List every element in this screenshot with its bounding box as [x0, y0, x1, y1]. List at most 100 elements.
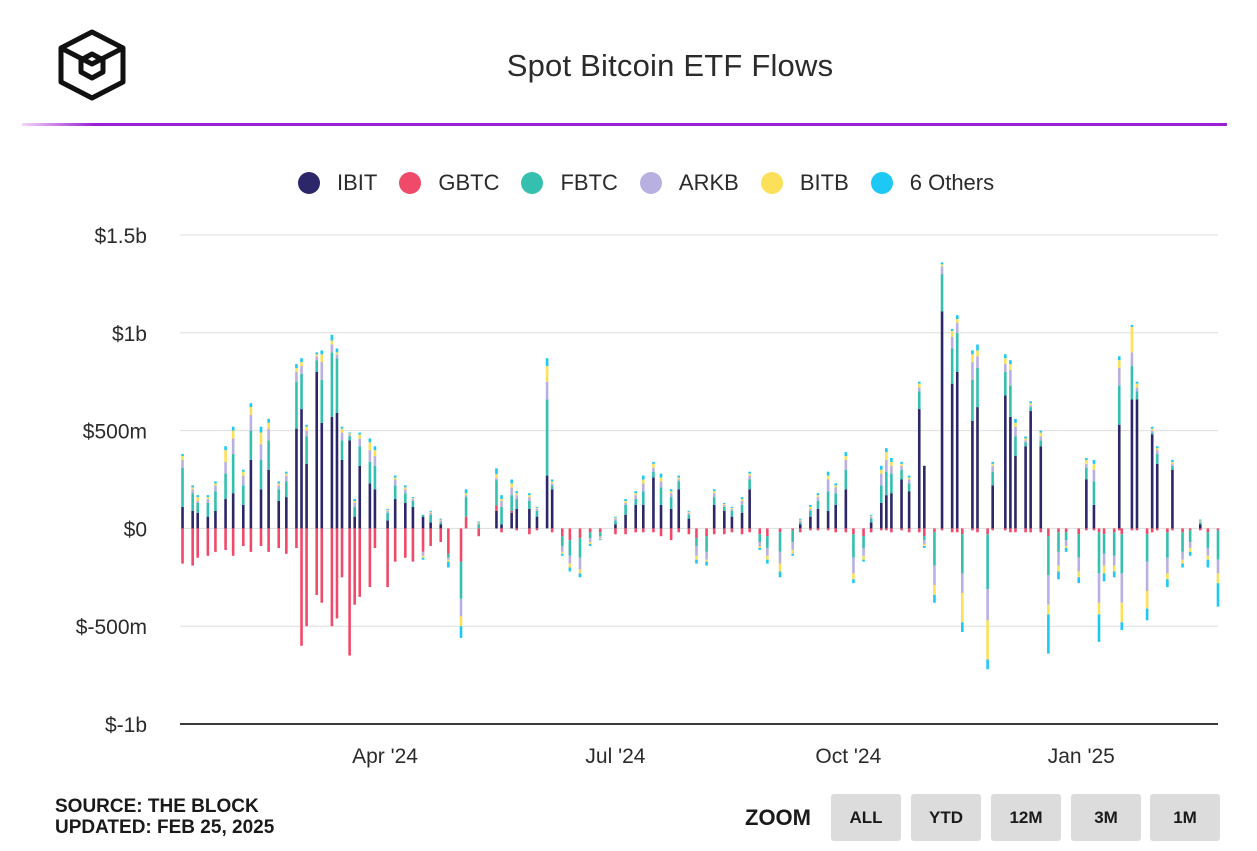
- bar-segment-others[interactable]: [695, 559, 698, 564]
- bar-segment-fbtc[interactable]: [535, 510, 539, 517]
- bar-segment-gbtc[interactable]: [960, 528, 964, 535]
- bar-segment-gbtc[interactable]: [464, 516, 468, 529]
- bar-segment-fbtc[interactable]: [404, 493, 407, 503]
- bar-segment-arkb[interactable]: [368, 450, 372, 462]
- bar-segment-ibit[interactable]: [879, 502, 883, 529]
- bar-segment-others[interactable]: [295, 364, 298, 369]
- bar-segment-ibit[interactable]: [900, 479, 903, 529]
- bar-segment-ibit[interactable]: [249, 459, 253, 529]
- bar-segment-others[interactable]: [1102, 573, 1106, 582]
- bar-segment-fbtc[interactable]: [1077, 534, 1081, 558]
- bar-segment-fbtc[interactable]: [459, 561, 463, 599]
- bar-segment-bitb[interactable]: [1097, 602, 1101, 615]
- bar-segment-arkb[interactable]: [852, 557, 855, 574]
- bar-segment-others[interactable]: [705, 561, 708, 566]
- bar-segment-ibit[interactable]: [907, 491, 911, 529]
- bar-segment-fbtc[interactable]: [816, 501, 820, 509]
- bar-segment-gbtc[interactable]: [634, 528, 638, 533]
- bar-segment-bitb[interactable]: [285, 473, 288, 476]
- bar-segment-others[interactable]: [1047, 614, 1050, 654]
- bar-segment-ibit[interactable]: [191, 510, 194, 529]
- bar-segment-gbtc[interactable]: [1024, 528, 1027, 533]
- bar-segment-others[interactable]: [862, 559, 865, 562]
- bar-segment-arkb[interactable]: [224, 461, 227, 474]
- bar-segment-others[interactable]: [464, 489, 468, 494]
- legend-item-arkb[interactable]: ARKB: [639, 170, 739, 196]
- bar-segment-bitb[interactable]: [335, 352, 339, 355]
- bar-segment-arkb[interactable]: [528, 497, 531, 502]
- bar-segment-ibit[interactable]: [241, 504, 245, 529]
- bar-segment-fbtc[interactable]: [477, 524, 481, 529]
- bar-segment-arkb[interactable]: [353, 502, 356, 507]
- bar-segment-gbtc[interactable]: [677, 528, 681, 533]
- bar-segment-ibit[interactable]: [659, 504, 663, 529]
- bar-segment-bitb[interactable]: [1130, 326, 1134, 353]
- bar-segment-gbtc[interactable]: [1135, 528, 1139, 531]
- bar-segment-gbtc[interactable]: [181, 528, 184, 564]
- bar-segment-arkb[interactable]: [249, 414, 253, 431]
- bar-segment-bitb[interactable]: [659, 477, 663, 482]
- bar-segment-bitb[interactable]: [1181, 559, 1184, 564]
- bar-segment-others[interactable]: [267, 418, 270, 423]
- bar-segment-fbtc[interactable]: [844, 469, 848, 490]
- bar-segment-others[interactable]: [411, 497, 415, 499]
- bar-segment-arkb[interactable]: [826, 479, 830, 492]
- bar-segment-fbtc[interactable]: [588, 532, 592, 539]
- bar-segment-fbtc[interactable]: [614, 520, 617, 525]
- bar-segment-bitb[interactable]: [421, 555, 425, 558]
- bar-segment-gbtc[interactable]: [515, 528, 519, 531]
- bar-segment-bitb[interactable]: [1155, 448, 1159, 451]
- bar-segment-bitb[interactable]: [642, 479, 645, 484]
- bar-segment-arkb[interactable]: [477, 523, 481, 525]
- bar-segment-others[interactable]: [1206, 559, 1210, 568]
- bar-segment-arkb[interactable]: [1155, 450, 1159, 455]
- bar-segment-gbtc[interactable]: [335, 528, 339, 619]
- bar-segment-fbtc[interactable]: [315, 360, 319, 372]
- bar-segment-gbtc[interactable]: [1166, 528, 1169, 533]
- bar-segment-others[interactable]: [1135, 381, 1139, 384]
- bar-segment-others[interactable]: [535, 506, 539, 508]
- bar-segment-ibit[interactable]: [495, 510, 498, 529]
- bar-segment-fbtc[interactable]: [885, 471, 888, 496]
- bar-segment-bitb[interactable]: [1009, 364, 1012, 370]
- bar-segment-others[interactable]: [495, 468, 498, 475]
- bar-segment-others[interactable]: [758, 547, 762, 550]
- bar-segment-fbtc[interactable]: [300, 373, 303, 410]
- bar-segment-fbtc[interactable]: [1166, 532, 1169, 558]
- legend-item-ibit[interactable]: IBIT: [298, 170, 377, 196]
- bar-segment-arkb[interactable]: [723, 504, 726, 507]
- bar-segment-ibit[interactable]: [1150, 434, 1154, 529]
- bar-segment-fbtc[interactable]: [634, 499, 638, 505]
- bar-segment-gbtc[interactable]: [510, 510, 513, 513]
- bar-segment-bitb[interactable]: [249, 407, 253, 415]
- bar-segment-bitb[interactable]: [740, 499, 744, 502]
- bar-segment-arkb[interactable]: [1097, 573, 1101, 603]
- bar-segment-bitb[interactable]: [677, 477, 681, 480]
- bar-segment-arkb[interactable]: [642, 483, 645, 492]
- bar-segment-others[interactable]: [330, 334, 334, 341]
- bar-segment-fbtc[interactable]: [879, 485, 883, 503]
- bar-segment-arkb[interactable]: [196, 501, 200, 503]
- bar-segment-arkb[interactable]: [890, 465, 893, 474]
- bar-segment-ibit[interactable]: [386, 520, 389, 529]
- bar-segment-bitb[interactable]: [687, 511, 691, 513]
- bar-segment-ibit[interactable]: [267, 469, 270, 529]
- bar-segment-bitb[interactable]: [917, 383, 921, 388]
- bar-segment-others[interactable]: [1085, 457, 1088, 460]
- bar-segment-ibit[interactable]: [393, 499, 397, 529]
- bar-segment-gbtc[interactable]: [295, 528, 298, 548]
- bar-segment-others[interactable]: [315, 352, 319, 355]
- bar-segment-gbtc[interactable]: [740, 528, 744, 535]
- bar-segment-bitb[interactable]: [1014, 422, 1017, 427]
- bar-segment-ibit[interactable]: [1155, 463, 1159, 529]
- bar-segment-others[interactable]: [687, 510, 691, 512]
- zoom-3m-button[interactable]: 3M: [1071, 794, 1141, 841]
- bar-segment-others[interactable]: [869, 514, 873, 516]
- bar-segment-ibit[interactable]: [652, 477, 655, 529]
- bar-segment-fbtc[interactable]: [933, 532, 936, 566]
- bar-segment-gbtc[interactable]: [568, 528, 572, 541]
- bar-segment-arkb[interactable]: [816, 497, 820, 502]
- bar-segment-fbtc[interactable]: [1102, 534, 1106, 554]
- bar-segment-fbtc[interactable]: [712, 497, 716, 505]
- bar-segment-fbtc[interactable]: [758, 534, 762, 543]
